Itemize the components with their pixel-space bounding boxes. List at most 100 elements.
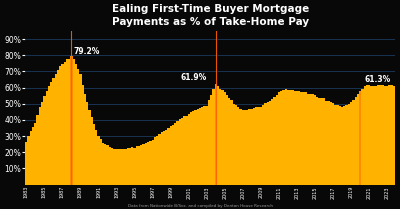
Bar [244, 110, 246, 185]
Bar [278, 92, 280, 185]
Bar [368, 85, 370, 185]
Bar [255, 107, 258, 185]
Bar [276, 95, 278, 185]
Bar [102, 143, 104, 185]
Bar [284, 89, 287, 185]
Bar [82, 85, 84, 185]
Text: 61.3%: 61.3% [365, 75, 391, 84]
Bar [242, 110, 244, 185]
Bar [390, 85, 393, 185]
Bar [28, 136, 30, 185]
Bar [50, 82, 52, 185]
Bar [72, 59, 75, 185]
Bar [282, 90, 284, 185]
Bar [88, 110, 91, 185]
Bar [307, 94, 309, 185]
Bar [235, 105, 237, 185]
Bar [118, 149, 120, 185]
Bar [167, 128, 170, 185]
Bar [136, 146, 138, 185]
Bar [30, 131, 32, 185]
Bar [52, 78, 54, 185]
Bar [113, 149, 116, 185]
Bar [46, 91, 48, 185]
Title: Ealing First-Time Buyer Mortgage
Payments as % of Take-Home Pay: Ealing First-Time Buyer Mortgage Payment… [112, 4, 309, 27]
Bar [294, 91, 296, 185]
Bar [233, 104, 235, 185]
Bar [316, 97, 318, 185]
Bar [273, 97, 276, 185]
Bar [230, 100, 233, 185]
Bar [253, 108, 255, 185]
Bar [127, 148, 129, 185]
Bar [39, 107, 41, 185]
Bar [328, 101, 330, 185]
Bar [32, 127, 34, 185]
Bar [163, 131, 165, 185]
Bar [314, 95, 316, 185]
Bar [393, 85, 395, 185]
Text: Data from Nationwide B/Soc. and compiled by Denton House Research: Data from Nationwide B/Soc. and compiled… [128, 204, 272, 208]
Bar [309, 94, 312, 185]
Bar [181, 118, 183, 185]
Bar [160, 132, 163, 185]
Bar [124, 149, 127, 185]
Bar [303, 92, 305, 185]
Bar [190, 112, 192, 185]
Bar [172, 125, 174, 185]
Bar [194, 110, 197, 185]
Bar [379, 85, 382, 185]
Bar [188, 114, 190, 185]
Bar [77, 69, 79, 185]
Bar [34, 122, 36, 185]
Bar [375, 86, 377, 185]
Bar [70, 56, 72, 185]
Bar [93, 124, 95, 185]
Bar [332, 103, 334, 185]
Bar [334, 105, 336, 185]
Bar [142, 144, 145, 185]
Bar [339, 106, 341, 185]
Bar [131, 147, 134, 185]
Bar [262, 105, 264, 185]
Bar [174, 122, 176, 185]
Bar [271, 99, 273, 185]
Bar [149, 141, 152, 185]
Bar [318, 98, 321, 185]
Bar [291, 90, 294, 185]
Bar [134, 148, 136, 185]
Bar [217, 87, 219, 185]
Bar [226, 95, 228, 185]
Bar [269, 101, 271, 185]
Bar [321, 98, 323, 185]
Bar [111, 148, 113, 185]
Bar [248, 109, 251, 185]
Bar [208, 100, 210, 185]
Bar [348, 104, 350, 185]
Bar [343, 106, 346, 185]
Bar [215, 84, 217, 185]
Bar [346, 105, 348, 185]
Bar [305, 92, 307, 185]
Bar [138, 146, 140, 185]
Bar [300, 92, 303, 185]
Bar [201, 107, 203, 185]
Bar [296, 91, 298, 185]
Bar [210, 95, 212, 185]
Bar [104, 144, 106, 185]
Bar [222, 90, 224, 185]
Bar [183, 116, 185, 185]
Bar [237, 107, 240, 185]
Bar [61, 64, 64, 185]
Bar [192, 111, 194, 185]
Bar [354, 97, 357, 185]
Bar [372, 86, 375, 185]
Bar [25, 141, 28, 185]
Bar [54, 74, 57, 185]
Bar [140, 145, 142, 185]
Bar [154, 138, 156, 185]
Bar [57, 70, 59, 185]
Bar [312, 94, 314, 185]
Bar [176, 121, 178, 185]
Bar [352, 100, 354, 185]
